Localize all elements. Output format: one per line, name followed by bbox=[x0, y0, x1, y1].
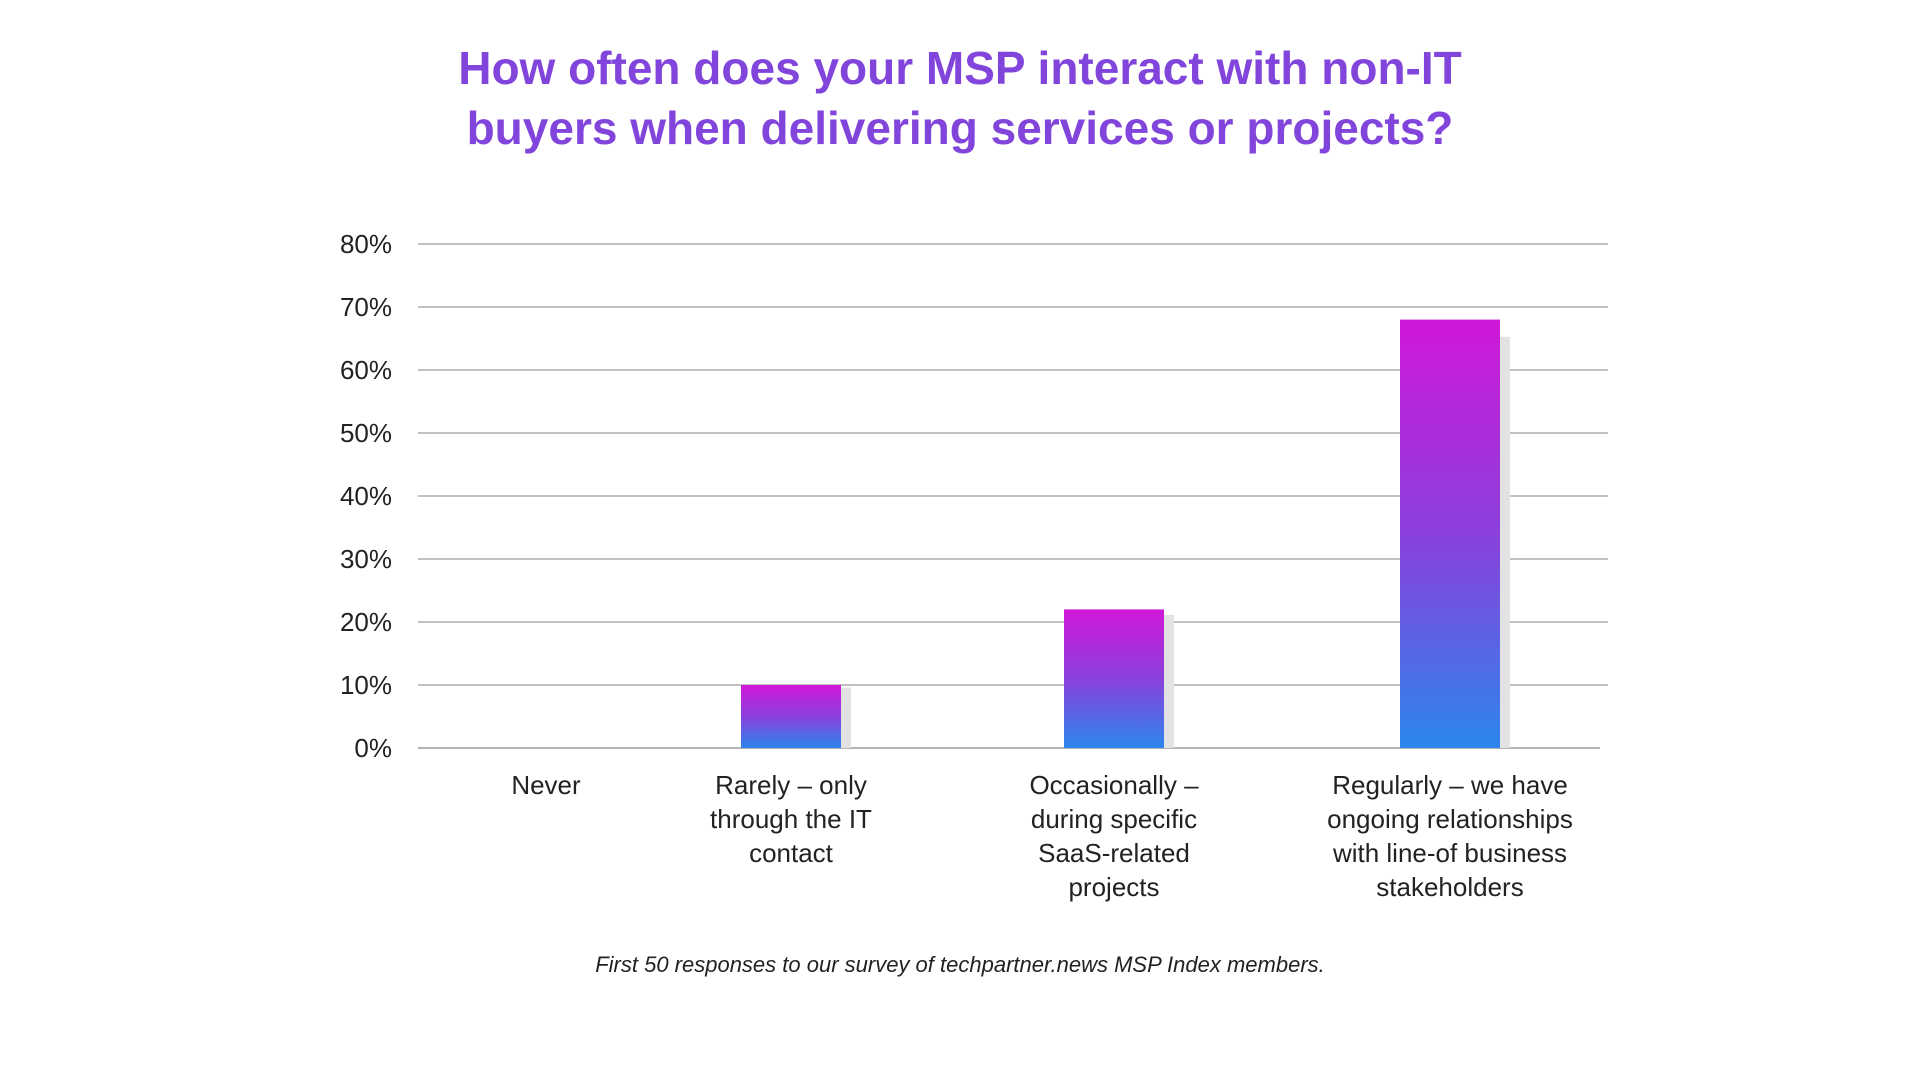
y-axis-ticks: 0% 10% 20% 30% 40% 50% 60% 70% 80% bbox=[340, 229, 392, 763]
bars bbox=[741, 319, 1510, 748]
bar bbox=[741, 685, 841, 748]
x-axis-labels: Never Rarely – only through the IT contact O… bbox=[511, 770, 1573, 902]
y-tick-label: 0% bbox=[354, 733, 392, 763]
chart-caption: First 50 responses to our survey of tech… bbox=[595, 952, 1325, 977]
chart-title-line-2: buyers when delivering services or proje… bbox=[466, 102, 1454, 154]
y-tick-label: 50% bbox=[340, 418, 392, 448]
bar bbox=[1064, 609, 1164, 748]
y-tick-label: 20% bbox=[340, 607, 392, 637]
y-tick-label: 30% bbox=[340, 544, 392, 574]
x-category-label: Rarely – only through the IT contact bbox=[710, 770, 872, 868]
x-category-label: Never bbox=[511, 770, 581, 800]
y-tick-label: 10% bbox=[340, 670, 392, 700]
y-tick-label: 60% bbox=[340, 355, 392, 385]
chart-title: How often does your MSP interact with no… bbox=[0, 38, 1920, 158]
y-tick-label: 70% bbox=[340, 292, 392, 322]
x-category-label: Occasionally – during specific SaaS-relate… bbox=[1029, 770, 1199, 902]
chart-title-line-1: How often does your MSP interact with no… bbox=[458, 42, 1462, 94]
y-tick-label: 40% bbox=[340, 481, 392, 511]
y-tick-label: 80% bbox=[340, 229, 392, 259]
bar bbox=[1400, 319, 1500, 748]
x-category-label: Regularly – we have ongoing relationships… bbox=[1327, 770, 1573, 902]
